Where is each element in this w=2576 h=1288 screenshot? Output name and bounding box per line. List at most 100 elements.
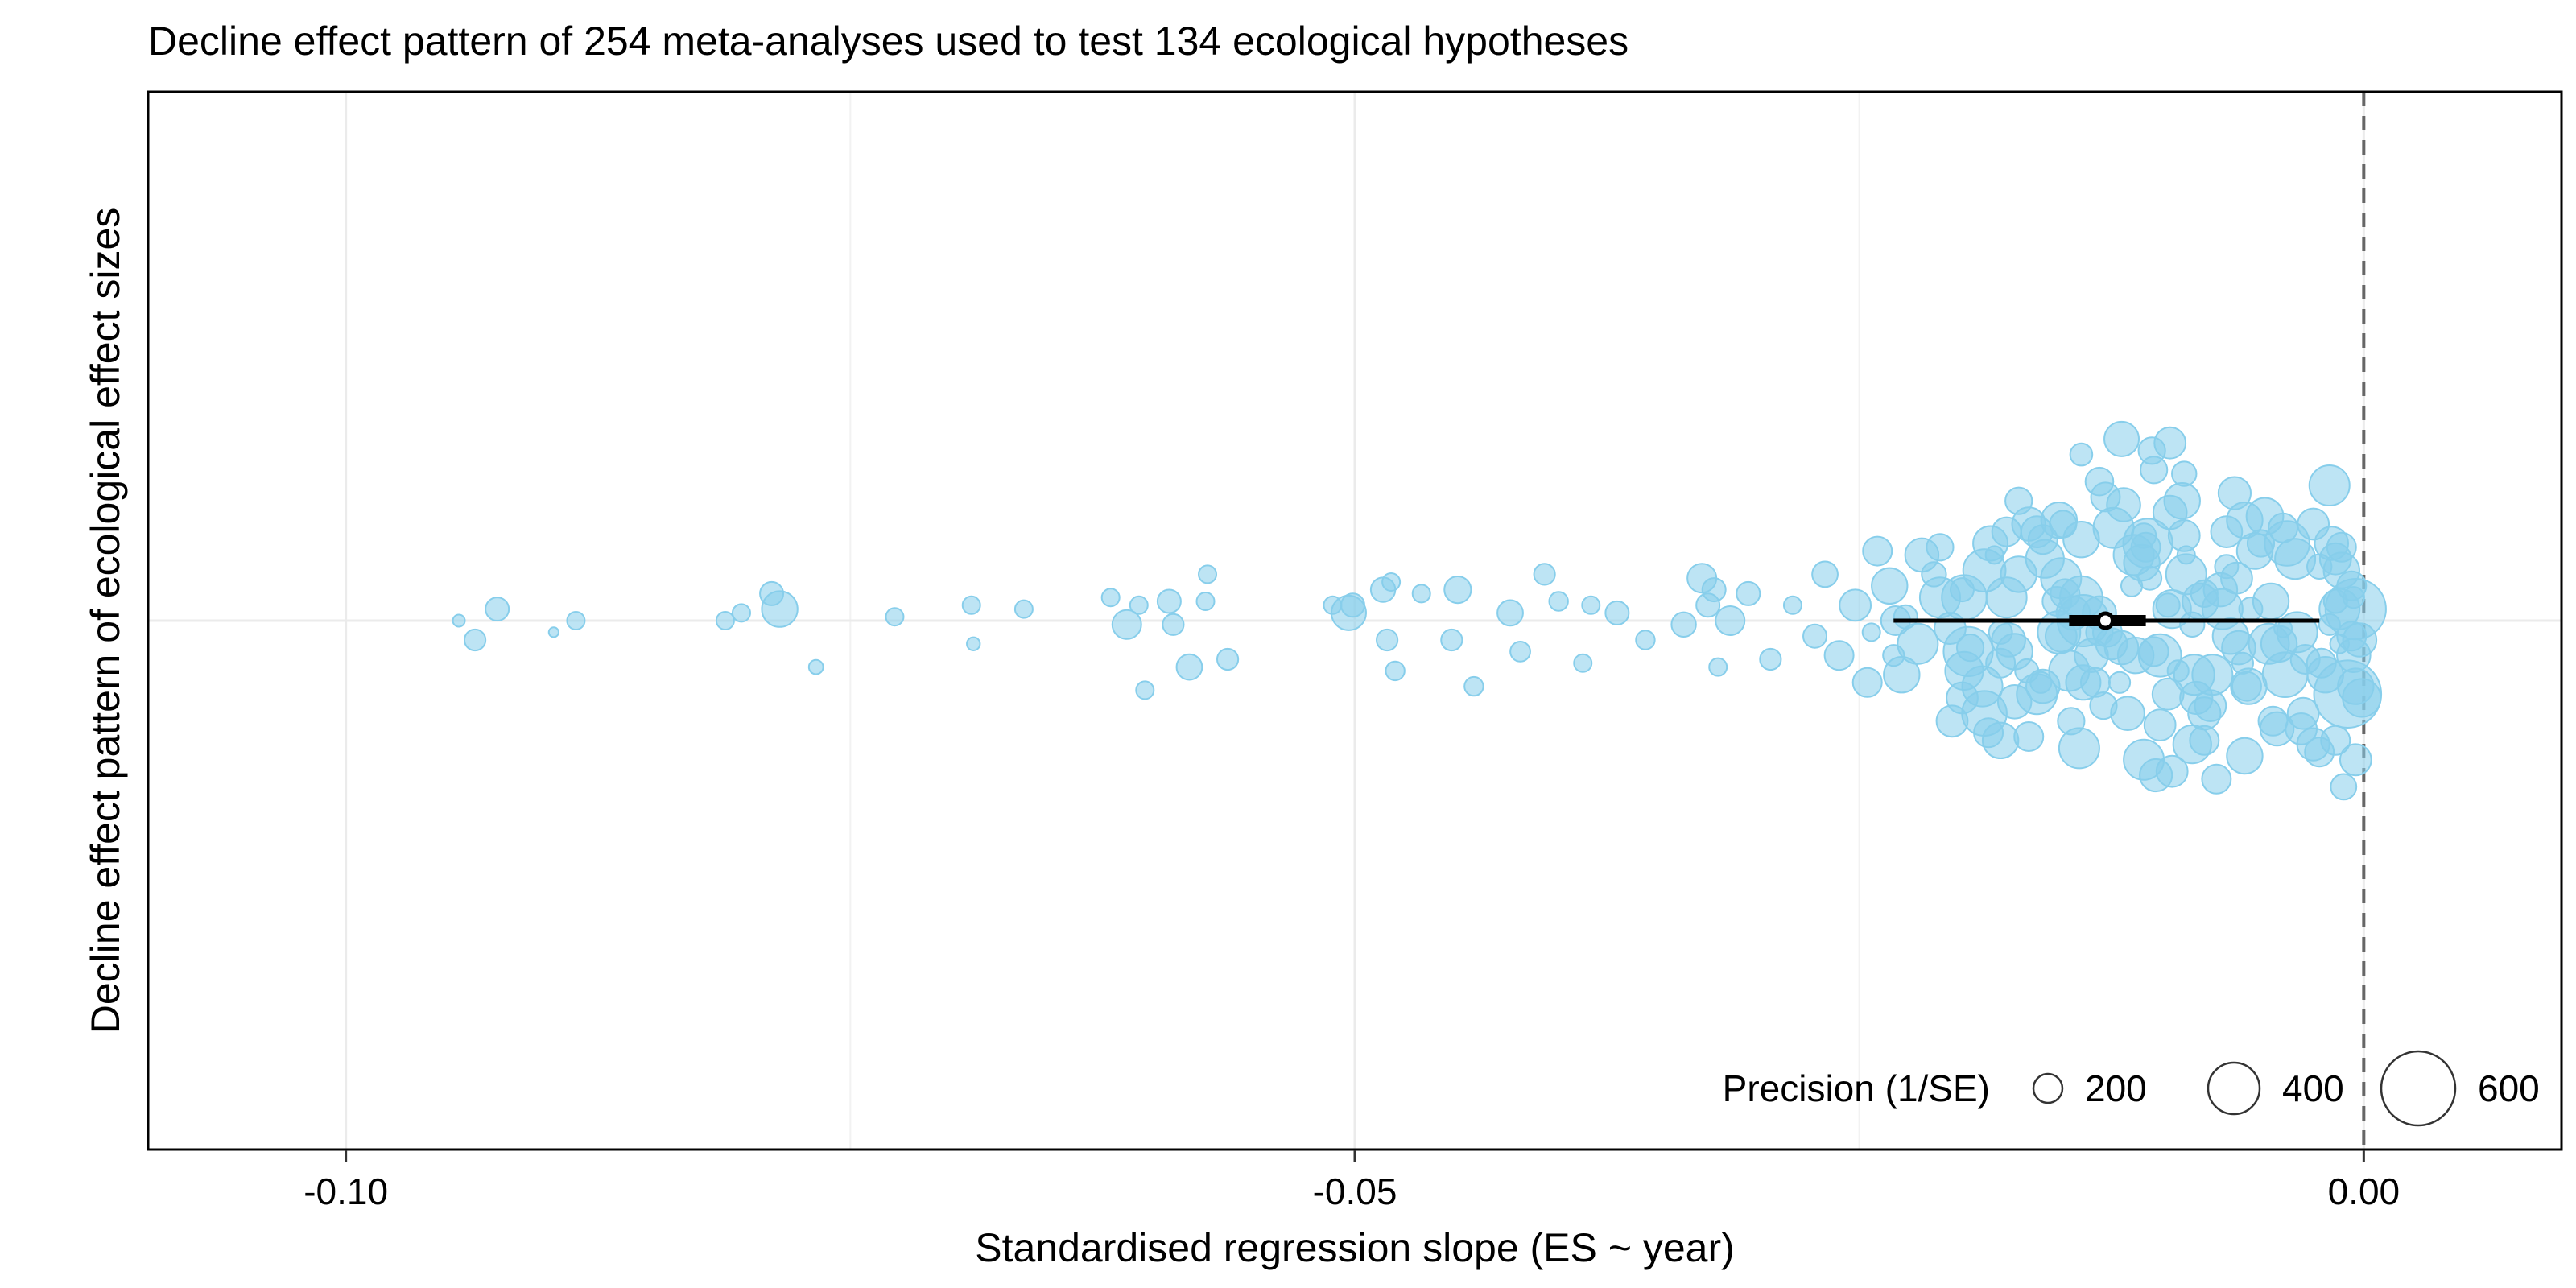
x-tick-label: -0.10	[303, 1170, 388, 1212]
data-point	[1635, 630, 1656, 650]
data-point	[1496, 599, 1524, 627]
data-point	[1708, 657, 1728, 677]
data-point	[2137, 436, 2166, 465]
legend-key	[2032, 1072, 2064, 1104]
data-point	[2330, 773, 2358, 801]
data-point	[1973, 717, 2004, 749]
data-point	[1340, 592, 1365, 618]
legend-key	[2207, 1061, 2261, 1116]
data-point	[966, 636, 981, 651]
data-point	[2025, 668, 2061, 704]
data-point	[1129, 595, 1149, 615]
data-point	[2084, 466, 2115, 497]
data-point	[1823, 640, 1855, 671]
data-point	[1604, 600, 1630, 625]
data-point	[1991, 622, 2026, 658]
data-point	[2260, 625, 2298, 663]
y-axis-label: Decline effect pattern of ecological eff…	[83, 208, 128, 1034]
data-point	[1216, 647, 1240, 671]
data-point	[452, 613, 466, 628]
legend-label: 600	[2478, 1067, 2540, 1109]
data-point	[2339, 743, 2372, 777]
data-point	[1411, 584, 1431, 604]
data-point	[1897, 622, 1939, 665]
x-tick-label: -0.05	[1313, 1170, 1397, 1212]
data-point	[2201, 588, 2244, 630]
data-point	[1871, 567, 1909, 605]
x-tick-label: 0.00	[2328, 1170, 2401, 1212]
data-point	[1195, 592, 1216, 611]
data-point	[1670, 611, 1697, 638]
data-point	[2210, 515, 2244, 548]
data-point	[2314, 526, 2350, 561]
data-point	[807, 658, 824, 675]
data-point	[2235, 532, 2274, 570]
data-point	[1013, 599, 1034, 619]
data-point	[1443, 576, 1472, 605]
data-point	[1100, 588, 1121, 608]
data-point	[2155, 754, 2189, 788]
legend-label: 200	[2085, 1067, 2147, 1109]
data-point	[1548, 591, 1569, 612]
data-point	[1736, 580, 1761, 606]
data-point	[1573, 653, 1593, 673]
legend-title: Precision (1/SE)	[1723, 1067, 1990, 1109]
data-point	[1946, 681, 1979, 715]
data-point	[547, 626, 559, 638]
data-point	[2320, 724, 2351, 756]
data-point	[1861, 622, 1881, 642]
x-axis-label: Standardised regression slope (ES ~ year…	[975, 1225, 1735, 1270]
data-point	[2089, 691, 2118, 720]
data-point	[2324, 578, 2387, 641]
data-point	[2107, 671, 2132, 694]
data-point	[1839, 588, 1872, 622]
data-point	[2226, 737, 2264, 775]
data-point	[731, 603, 751, 623]
data-point	[1385, 660, 1406, 682]
data-point	[1381, 572, 1402, 592]
data-point	[2268, 512, 2299, 543]
data-point	[2257, 705, 2289, 737]
data-point	[1463, 675, 1484, 697]
data-point	[2230, 667, 2268, 705]
data-point	[1715, 605, 1746, 636]
data-point	[1904, 537, 1940, 573]
data-point	[1811, 560, 1839, 588]
legend-label: 400	[2282, 1067, 2344, 1109]
data-point	[2049, 510, 2078, 539]
data-point	[1440, 628, 1463, 652]
data-point	[2201, 763, 2232, 795]
summary-estimate	[1893, 611, 2320, 630]
data-point	[1111, 609, 1142, 640]
data-point	[2069, 442, 2094, 467]
data-point	[1701, 577, 1727, 603]
data-point	[2313, 659, 2383, 729]
data-point	[761, 590, 799, 628]
data-point	[1782, 595, 1802, 615]
data-point	[2025, 539, 2065, 579]
data-point	[2252, 582, 2290, 621]
data-point	[715, 611, 735, 630]
data-point	[1376, 628, 1399, 652]
x-axis-ticks: -0.10 -0.05 0.00	[303, 1150, 2400, 1212]
data-point	[885, 607, 905, 627]
data-point	[2011, 506, 2047, 542]
data-point	[2172, 724, 2212, 765]
data-point	[2221, 630, 2256, 666]
data-point	[2106, 487, 2141, 522]
data-point	[2308, 464, 2351, 506]
data-point	[1533, 563, 1556, 586]
data-point	[961, 595, 981, 615]
data-point	[2058, 727, 2100, 770]
data-point	[566, 611, 586, 630]
data-point	[1852, 667, 1883, 698]
point-estimate	[2095, 611, 2115, 630]
data-point	[1162, 613, 1185, 636]
data-point	[2217, 476, 2252, 510]
data-point	[1581, 595, 1601, 615]
data-point	[1135, 680, 1155, 700]
data-point	[1802, 623, 1828, 649]
data-point	[2143, 708, 2177, 741]
data-point	[2152, 494, 2188, 530]
data-point	[1198, 564, 1218, 584]
